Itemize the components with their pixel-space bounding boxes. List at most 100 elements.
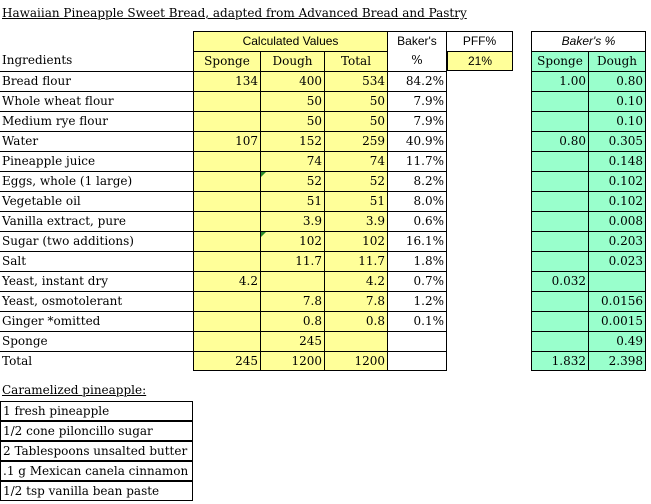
total-grams	[324, 331, 387, 351]
pct-dough: 0.008	[588, 211, 646, 231]
pct-sponge	[531, 331, 588, 351]
caramelized-item: 2 Tablespoons unsalted butter	[0, 441, 193, 461]
total-grams: 1200	[324, 351, 387, 371]
bakers-percent: 0.6%	[387, 211, 447, 231]
sponge-grams	[193, 311, 260, 331]
header-calculated-values: Calculated Values	[193, 31, 387, 51]
ingredient-name: Vegetable oil	[0, 191, 193, 211]
total-grams: 7.8	[324, 291, 387, 311]
pct-sponge	[531, 251, 588, 271]
pct-sponge	[531, 211, 588, 231]
dough-grams: 50	[260, 91, 324, 111]
pct-dough: 0.0015	[588, 311, 646, 331]
comment-marker[interactable]	[261, 172, 266, 177]
pct-dough: 0.10	[588, 111, 646, 131]
caramelized-item: 1/2 tsp vanilla bean paste	[0, 481, 193, 501]
comment-marker[interactable]	[261, 232, 266, 237]
pct-sponge	[531, 291, 588, 311]
pct-dough: 0.023	[588, 251, 646, 271]
pct-sponge: 0.80	[531, 131, 588, 151]
caramelized-item: 1 fresh pineapple	[0, 401, 193, 421]
ingredient-name: Total	[0, 351, 193, 371]
recipe-title: Hawaiian Pineapple Sweet Bread, adapted …	[2, 6, 467, 20]
header-pff: PFF%	[447, 31, 513, 51]
ingredient-name: Yeast, instant dry	[0, 271, 193, 291]
header-dough: Dough	[260, 51, 324, 71]
sponge-grams	[193, 291, 260, 311]
header-percent: %	[387, 51, 447, 71]
ingredient-name: Ginger *omitted	[0, 311, 193, 331]
pct-dough: 0.305	[588, 131, 646, 151]
total-grams: 74	[324, 151, 387, 171]
total-grams: 50	[324, 91, 387, 111]
dough-grams: 245	[260, 331, 324, 351]
pct-sponge	[531, 231, 588, 251]
bakers-percent	[387, 331, 447, 351]
pct-sponge	[531, 311, 588, 331]
dough-grams: 50	[260, 111, 324, 131]
sponge-grams	[193, 111, 260, 131]
dough-grams: 11.7	[260, 251, 324, 271]
sponge-grams	[193, 171, 260, 191]
total-grams: 0.8	[324, 311, 387, 331]
dough-grams: 7.8	[260, 291, 324, 311]
ingredient-name: Sugar (two additions)	[0, 231, 193, 251]
sponge-grams: 107	[193, 131, 260, 151]
total-grams: 52	[324, 171, 387, 191]
sponge-grams	[193, 251, 260, 271]
pct-dough: 0.10	[588, 91, 646, 111]
header-bakers-percent: Baker's %	[531, 31, 646, 51]
sponge-grams	[193, 151, 260, 171]
pct-sponge: 1.00	[531, 71, 588, 91]
total-grams: 51	[324, 191, 387, 211]
ingredient-name: Bread flour	[0, 71, 193, 91]
bakers-percent: 1.2%	[387, 291, 447, 311]
bakers-percent: 0.7%	[387, 271, 447, 291]
sponge-grams	[193, 91, 260, 111]
dough-grams: 1200	[260, 351, 324, 371]
ingredient-name: Water	[0, 131, 193, 151]
bakers-percent: 8.0%	[387, 191, 447, 211]
pct-dough: 2.398	[588, 351, 646, 371]
pct-sponge	[531, 171, 588, 191]
pct-dough: 0.102	[588, 171, 646, 191]
bakers-percent: 40.9%	[387, 131, 447, 151]
pff-value: 21%	[447, 51, 513, 71]
total-grams: 102	[324, 231, 387, 251]
pct-sponge	[531, 91, 588, 111]
caramelized-heading: Caramelized pineapple:	[2, 383, 147, 397]
sponge-grams	[193, 191, 260, 211]
sponge-grams: 4.2	[193, 271, 260, 291]
pct-dough: 0.49	[588, 331, 646, 351]
total-grams: 259	[324, 131, 387, 151]
pct-sponge: 1.832	[531, 351, 588, 371]
sponge-grams	[193, 211, 260, 231]
bakers-percent: 8.2%	[387, 171, 447, 191]
sponge-grams: 245	[193, 351, 260, 371]
dough-grams: 74	[260, 151, 324, 171]
bakers-percent: 11.7%	[387, 151, 447, 171]
dough-grams: 51	[260, 191, 324, 211]
dough-grams	[260, 271, 324, 291]
header-pct-sponge: Sponge	[531, 51, 588, 71]
header-total: Total	[324, 51, 387, 71]
pct-dough: 0.148	[588, 151, 646, 171]
bakers-percent	[387, 351, 447, 371]
pct-sponge	[531, 151, 588, 171]
bakers-percent: 0.1%	[387, 311, 447, 331]
bakers-percent: 7.9%	[387, 111, 447, 131]
sponge-grams	[193, 331, 260, 351]
ingredient-name: Salt	[0, 251, 193, 271]
bakers-percent: 1.8%	[387, 251, 447, 271]
pct-dough: 0.102	[588, 191, 646, 211]
total-grams: 50	[324, 111, 387, 131]
total-grams: 4.2	[324, 271, 387, 291]
dough-grams: 152	[260, 131, 324, 151]
dough-grams: 0.8	[260, 311, 324, 331]
ingredient-name: Pineapple juice	[0, 151, 193, 171]
header-ingredients: Ingredients	[2, 53, 73, 67]
ingredient-name: Yeast, osmotolerant	[0, 291, 193, 311]
header-bakers: Baker's	[387, 31, 447, 51]
sponge-grams: 134	[193, 71, 260, 91]
bakers-percent: 16.1%	[387, 231, 447, 251]
